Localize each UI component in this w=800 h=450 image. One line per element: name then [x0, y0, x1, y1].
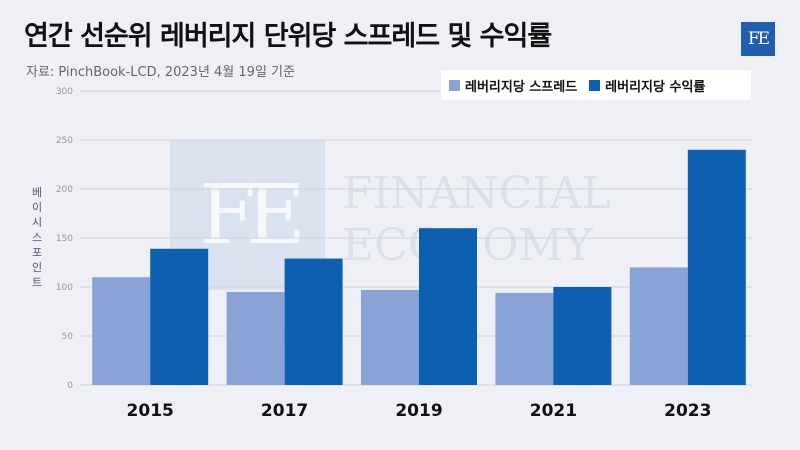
legend-item-spread: 레버리지당 스프레드 [449, 76, 577, 95]
bar-spread-2021 [495, 292, 554, 385]
logo-text: FE [747, 29, 770, 49]
brand-logo: FE [741, 22, 775, 56]
source-note: 자료: PinchBook-LCD, 2023년 4월 19일 기준 [26, 65, 295, 80]
x-tick-label-2023: 2023 [664, 401, 711, 421]
bar-yield-2015 [150, 248, 209, 385]
y-axis-label: 베이시스 포인트 [31, 186, 43, 289]
legend: 레버리지당 스프레드 레버리지당 수익률 [441, 70, 751, 100]
y-tick-label-200: 200 [56, 185, 73, 195]
y-tick-label-250: 250 [56, 136, 73, 146]
y-tick-label-100: 100 [56, 283, 73, 293]
bar-spread-2023 [629, 267, 688, 385]
y-tick-label-50: 50 [62, 332, 74, 342]
legend-swatch-yield [589, 79, 601, 91]
bar-yield-2021 [553, 287, 612, 385]
y-tick-label-300: 300 [56, 87, 73, 97]
bar-spread-2019 [361, 289, 419, 385]
chart-title: 연간 선순위 레버리지 단위당 스프레드 및 수익률 [24, 21, 552, 52]
x-tick-label-2021: 2021 [530, 401, 577, 421]
x-tick-label-2017: 2017 [261, 401, 308, 421]
legend-label-spread: 레버리지당 스프레드 [465, 79, 578, 95]
bar-yield-2019 [419, 228, 477, 385]
bar-spread-2015 [92, 277, 151, 385]
legend-label-yield: 레버리지당 수익률 [605, 79, 706, 95]
y-tick-label-150: 150 [56, 234, 73, 244]
bar-yield-2023 [687, 149, 746, 385]
legend-swatch-spread [449, 79, 460, 91]
bar-spread-2017 [226, 291, 285, 385]
x-tick-label-2019: 2019 [395, 401, 442, 421]
y-tick-label-0: 0 [67, 381, 73, 391]
x-tick-label-2015: 2015 [127, 401, 174, 421]
legend-item-yield: 레버리지당 수익률 [589, 76, 705, 95]
bar-yield-2017 [284, 258, 343, 385]
